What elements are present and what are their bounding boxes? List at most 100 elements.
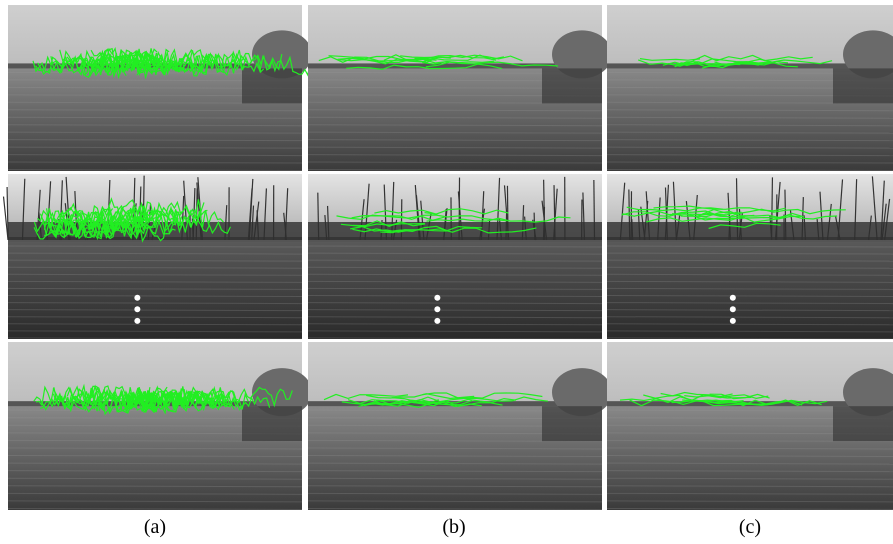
track-line xyxy=(424,208,509,215)
ripple xyxy=(307,259,603,262)
ripple xyxy=(7,337,303,340)
ripple xyxy=(7,323,303,326)
bush-reflection xyxy=(833,68,893,104)
ripple xyxy=(7,154,303,157)
ripple xyxy=(7,330,303,333)
ripple xyxy=(7,116,303,119)
ripple xyxy=(307,316,603,319)
track-line xyxy=(54,213,128,237)
ripple xyxy=(7,470,303,473)
ripple xyxy=(606,146,893,149)
ripple xyxy=(7,295,303,297)
ripple xyxy=(7,455,303,458)
ripple xyxy=(307,447,603,450)
ripple xyxy=(7,439,303,442)
ripple xyxy=(307,439,603,442)
ripple xyxy=(7,447,303,450)
ripple xyxy=(7,131,303,134)
shore xyxy=(8,63,302,69)
track-line xyxy=(336,214,445,221)
shore xyxy=(607,63,893,69)
ripple xyxy=(606,477,893,480)
photo xyxy=(2,174,303,340)
track-line xyxy=(52,384,168,408)
photo xyxy=(307,174,603,340)
track-line xyxy=(323,393,409,401)
track-line xyxy=(88,51,150,73)
ripple xyxy=(606,323,893,326)
track-line xyxy=(380,227,537,234)
ripple xyxy=(7,245,303,248)
track-line xyxy=(626,206,723,212)
track-line xyxy=(122,391,235,412)
sun-glint xyxy=(434,306,441,313)
track-line xyxy=(646,215,803,223)
ripple xyxy=(307,245,603,248)
track-line xyxy=(676,58,833,65)
shore xyxy=(308,63,602,69)
tree xyxy=(6,187,9,241)
bush xyxy=(843,368,893,417)
track-line xyxy=(33,219,110,240)
track-line xyxy=(337,57,434,65)
track-line xyxy=(346,63,503,71)
track-line xyxy=(414,54,523,62)
track-line xyxy=(684,394,769,400)
sun-glint xyxy=(134,306,141,313)
ripple xyxy=(7,287,303,290)
ripple xyxy=(7,252,303,255)
sun-glint xyxy=(729,306,736,313)
track-line xyxy=(358,401,503,409)
track-line xyxy=(350,225,483,233)
bush-reflection xyxy=(242,406,302,442)
caption: (c) xyxy=(738,516,762,538)
ripple xyxy=(307,139,603,142)
ripple xyxy=(7,485,303,488)
ripple xyxy=(606,139,893,142)
ripple xyxy=(606,470,893,473)
track-line xyxy=(666,211,739,216)
ripple xyxy=(7,259,303,262)
caption: (b) xyxy=(442,516,466,538)
ripple xyxy=(7,316,303,319)
track-line xyxy=(37,56,153,80)
ripple xyxy=(307,302,603,305)
ripple xyxy=(307,287,603,290)
sun-glint xyxy=(434,294,441,301)
ripple xyxy=(606,169,893,172)
ripple xyxy=(606,266,893,269)
photo xyxy=(7,5,312,172)
shore xyxy=(308,401,602,407)
caption: (a) xyxy=(143,516,167,538)
ripple xyxy=(307,477,603,480)
ripple xyxy=(307,280,603,283)
track-line xyxy=(643,394,752,402)
track-line xyxy=(639,58,701,61)
ripple xyxy=(606,116,893,119)
ripple xyxy=(606,485,893,488)
ripple xyxy=(307,492,603,495)
track-line xyxy=(667,60,789,68)
ripple xyxy=(7,169,303,172)
ripple xyxy=(7,280,303,283)
photo xyxy=(307,342,612,510)
photo xyxy=(606,174,893,340)
ripple xyxy=(606,330,893,333)
water xyxy=(308,240,602,339)
ripple xyxy=(307,470,603,473)
ripple xyxy=(307,131,603,134)
ripple xyxy=(7,109,303,112)
ripple xyxy=(7,146,303,149)
bush xyxy=(252,368,312,417)
ripple xyxy=(307,273,603,276)
track-line xyxy=(422,392,543,399)
ripple xyxy=(606,245,893,248)
ripple xyxy=(7,161,303,164)
ripple xyxy=(307,161,603,164)
ripple xyxy=(7,266,303,269)
image-grid xyxy=(2,5,893,510)
ripple xyxy=(307,116,603,119)
ripple xyxy=(307,455,603,458)
ripple xyxy=(7,492,303,495)
track-line xyxy=(366,393,475,400)
